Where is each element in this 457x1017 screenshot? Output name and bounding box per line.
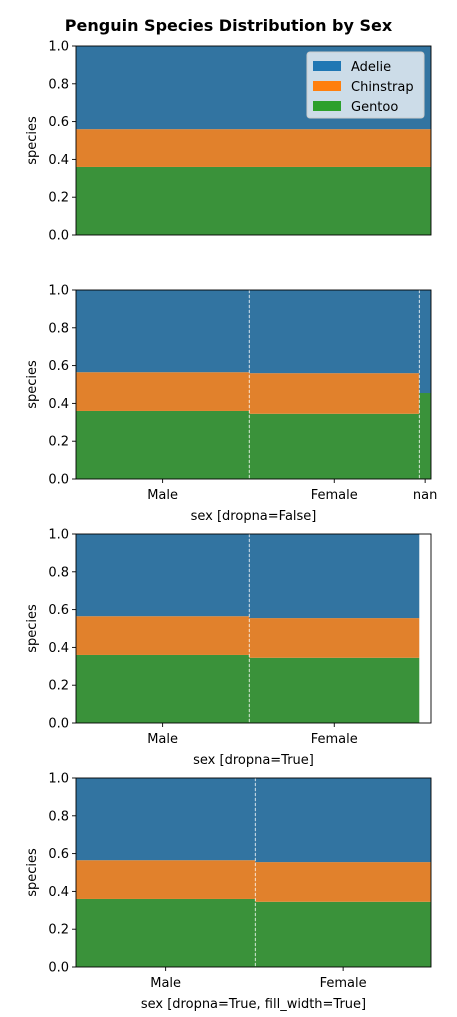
legend-swatch-chinstrap xyxy=(313,81,341,91)
legend-swatch-adelie xyxy=(313,61,341,71)
y-axis-label: species xyxy=(25,848,40,897)
y-tick-label: 0.8 xyxy=(48,77,69,92)
bar-gentoo-male xyxy=(76,898,256,967)
y-tick-label: 0.0 xyxy=(48,473,69,488)
y-tick-label: 0.6 xyxy=(48,115,69,130)
figure-title: Penguin Species Distribution by Sex xyxy=(64,16,393,35)
y-tick-label: 0.4 xyxy=(48,885,69,900)
y-tick-label: 1.0 xyxy=(48,40,69,55)
bar-adelie-female xyxy=(249,290,420,374)
bar-gentoo-male xyxy=(76,654,250,723)
y-tick-label: 0.6 xyxy=(48,359,69,374)
y-tick-label: 0.4 xyxy=(48,641,69,656)
bar-chinstrap-female xyxy=(255,862,431,902)
axes-frame xyxy=(75,45,432,236)
bar-chinstrap-male xyxy=(76,860,256,899)
y-tick-label: 0.6 xyxy=(48,603,69,618)
y-tick-label: 0.2 xyxy=(48,191,69,206)
panel-3: 0.0 0.2 0.4 0.6 0.8 1.0 species Male Female sex [… xyxy=(25,528,432,768)
bar-adelie-female xyxy=(255,778,431,863)
y-tick-label: 0.0 xyxy=(48,229,69,244)
legend-label-adelie: Adelie xyxy=(351,60,391,75)
legend-label-gentoo: Gentoo xyxy=(351,100,398,115)
y-axis-label: species xyxy=(25,604,40,653)
x-tick-label: nan xyxy=(413,488,437,503)
y-tick-label: 0.4 xyxy=(48,153,69,168)
y-tick-label: 1.0 xyxy=(48,772,69,787)
y-tick-label: 1.0 xyxy=(48,284,69,299)
y-tick-label: 0.2 xyxy=(48,679,69,694)
y-axis-label: species xyxy=(25,360,40,409)
x-axis-label: sex [dropna=True, fill_width=True] xyxy=(141,997,366,1012)
x-axis-label: sex [dropna=True] xyxy=(193,753,314,768)
bar-gentoo-male xyxy=(76,410,250,479)
bar-chinstrap-female xyxy=(249,618,420,658)
x-tick-label: Male xyxy=(147,488,178,503)
bar-gentoo-nan xyxy=(419,393,431,479)
bar-chinstrap-all xyxy=(76,129,431,167)
bar-chinstrap-male xyxy=(76,616,250,655)
bar-chinstrap-female xyxy=(249,373,420,414)
y-tick-label: 1.0 xyxy=(48,528,69,543)
bar-chinstrap-male xyxy=(76,372,250,411)
x-tick-label: Male xyxy=(147,732,178,747)
bar-adelie-nan xyxy=(419,290,431,394)
legend-label-chinstrap: Chinstrap xyxy=(351,80,414,95)
y-tick-label: 0.0 xyxy=(48,717,69,732)
bar-adelie-female xyxy=(249,534,420,619)
bar-gentoo-female xyxy=(249,657,420,723)
axes-frame xyxy=(75,533,432,724)
x-tick-label: Female xyxy=(311,732,358,747)
x-tick-label: Male xyxy=(150,976,181,991)
y-tick-label: 0.4 xyxy=(48,397,69,412)
axes-frame xyxy=(75,777,432,968)
panel-2: 0.0 0.2 0.4 0.6 0.8 1.0 species Male Female nan se… xyxy=(25,284,437,525)
bar-adelie-male xyxy=(76,778,256,861)
y-tick-label: 0.8 xyxy=(48,321,69,336)
y-tick-label: 0.6 xyxy=(48,847,69,862)
bar-adelie-male xyxy=(76,534,250,617)
y-tick-label: 0.2 xyxy=(48,923,69,938)
x-tick-label: Female xyxy=(320,976,367,991)
panel-4: 0.0 0.2 0.4 0.6 0.8 1.0 species Male Female sex [… xyxy=(25,772,432,1012)
bar-gentoo-all xyxy=(76,166,431,235)
x-tick-label: Female xyxy=(311,488,358,503)
bar-gentoo-female xyxy=(255,901,431,967)
y-axis-label: species xyxy=(25,116,40,165)
bar-adelie-male xyxy=(76,290,250,373)
y-tick-label: 0.0 xyxy=(48,961,69,976)
x-axis-label: sex [dropna=False] xyxy=(191,509,317,524)
legend: Adelie Chinstrap Gentoo xyxy=(306,51,425,119)
y-tick-label: 0.8 xyxy=(48,565,69,580)
legend-swatch-gentoo xyxy=(313,101,341,111)
y-tick-label: 0.8 xyxy=(48,809,69,824)
bar-gentoo-female xyxy=(249,413,420,479)
axes-frame xyxy=(75,289,432,480)
y-tick-label: 0.2 xyxy=(48,435,69,450)
panel-1: 0.0 0.2 0.4 0.6 0.8 1.0 species Adelie Chinstrap… xyxy=(25,40,432,244)
